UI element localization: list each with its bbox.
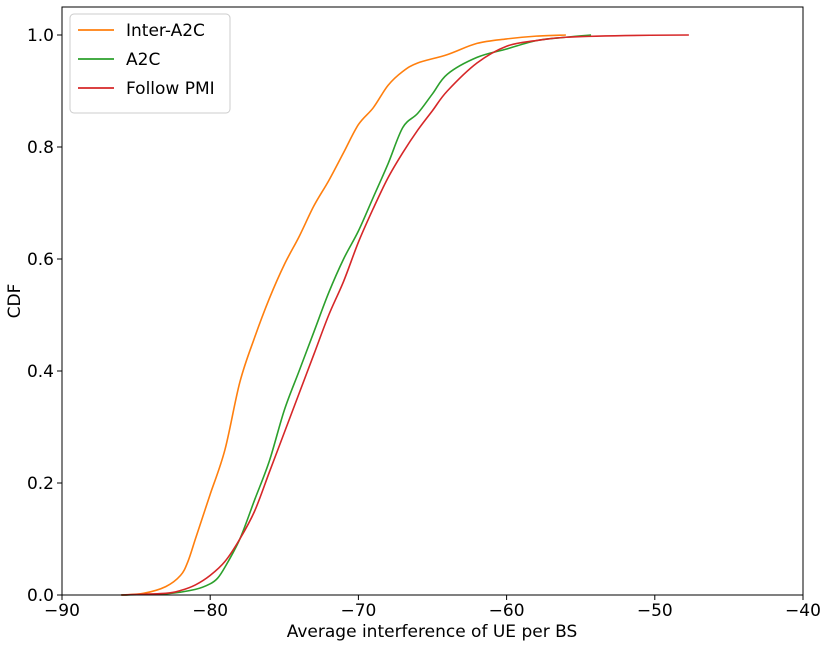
- y-tick-label: 0.4: [27, 362, 54, 382]
- y-axis-label: CDF: [5, 284, 25, 319]
- y-tick-label: 0.6: [27, 250, 54, 270]
- y-tick-label: 1.0: [27, 26, 54, 46]
- x-axis: −90 −80 −70 −60 −50 −40: [44, 595, 821, 621]
- x-tick-label: −80: [192, 601, 228, 621]
- plot-frame: [61, 6, 804, 596]
- series-line-a2c: [121, 34, 592, 596]
- series-line-follow-pmi: [121, 34, 689, 596]
- y-tick-label: 0.8: [27, 138, 54, 158]
- x-tick-label: −60: [489, 601, 525, 621]
- x-tick-label: −40: [785, 601, 821, 621]
- x-tick-label: −50: [637, 601, 673, 621]
- legend-label-inter-a2c: Inter-A2C: [126, 21, 205, 41]
- x-axis-label: Average interference of UE per BS: [287, 622, 578, 642]
- legend-label-a2c: A2C: [126, 50, 160, 70]
- legend-label-follow-pmi: Follow PMI: [126, 79, 215, 99]
- legend: Inter-A2C A2C Follow PMI: [69, 13, 231, 114]
- y-tick-label: 0.2: [27, 474, 54, 494]
- y-axis: 0.0 0.2 0.4 0.6 0.8 1.0: [27, 26, 62, 606]
- x-tick-label: −70: [340, 601, 376, 621]
- series-layer: [121, 34, 689, 596]
- series-line-inter-a2c: [121, 34, 566, 596]
- x-tick-label: −90: [44, 601, 80, 621]
- y-tick-label: 0.0: [27, 586, 54, 606]
